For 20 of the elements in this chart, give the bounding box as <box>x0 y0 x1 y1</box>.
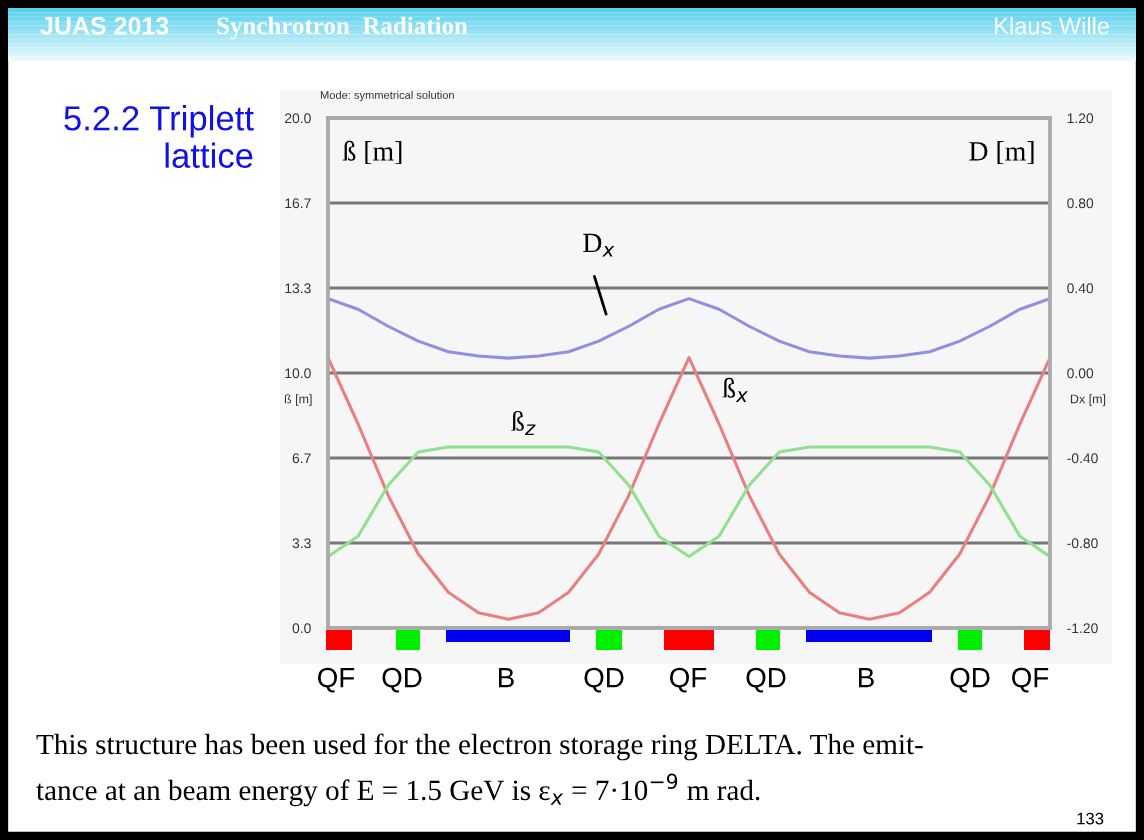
chart-title: 5.2.2 Triplett lattice <box>64 105 254 169</box>
series-label: ß$_{z}$ <box>511 410 536 436</box>
text: QF <box>670 667 707 693</box>
text: QD <box>584 667 624 693</box>
text: B <box>859 668 874 688</box>
text: Synchrotron Radiation <box>217 16 468 40</box>
text: B <box>499 668 514 688</box>
text: QD <box>382 667 422 693</box>
series-label: ß$_{x}$ <box>722 377 748 402</box>
text: 133 <box>1077 812 1104 825</box>
annotation: D [m] <box>969 141 1034 165</box>
text: QD <box>950 667 990 693</box>
text: QF <box>318 667 355 693</box>
text: JUAS 2013 <box>40 17 169 35</box>
text: Klaus Wille <box>995 17 1109 35</box>
text: D$_{x}$ <box>583 233 615 257</box>
text: QD <box>746 667 786 693</box>
annotation: ß [m] <box>342 140 402 165</box>
text: QF <box>1012 667 1049 693</box>
text: This structure has been used for the electron storage ring DELTA. The emit- tance at an beam energy of E = 1.5 GeV is ε$_{x}$ = 7·10$^{−9}$ m rad. <box>36 733 923 807</box>
